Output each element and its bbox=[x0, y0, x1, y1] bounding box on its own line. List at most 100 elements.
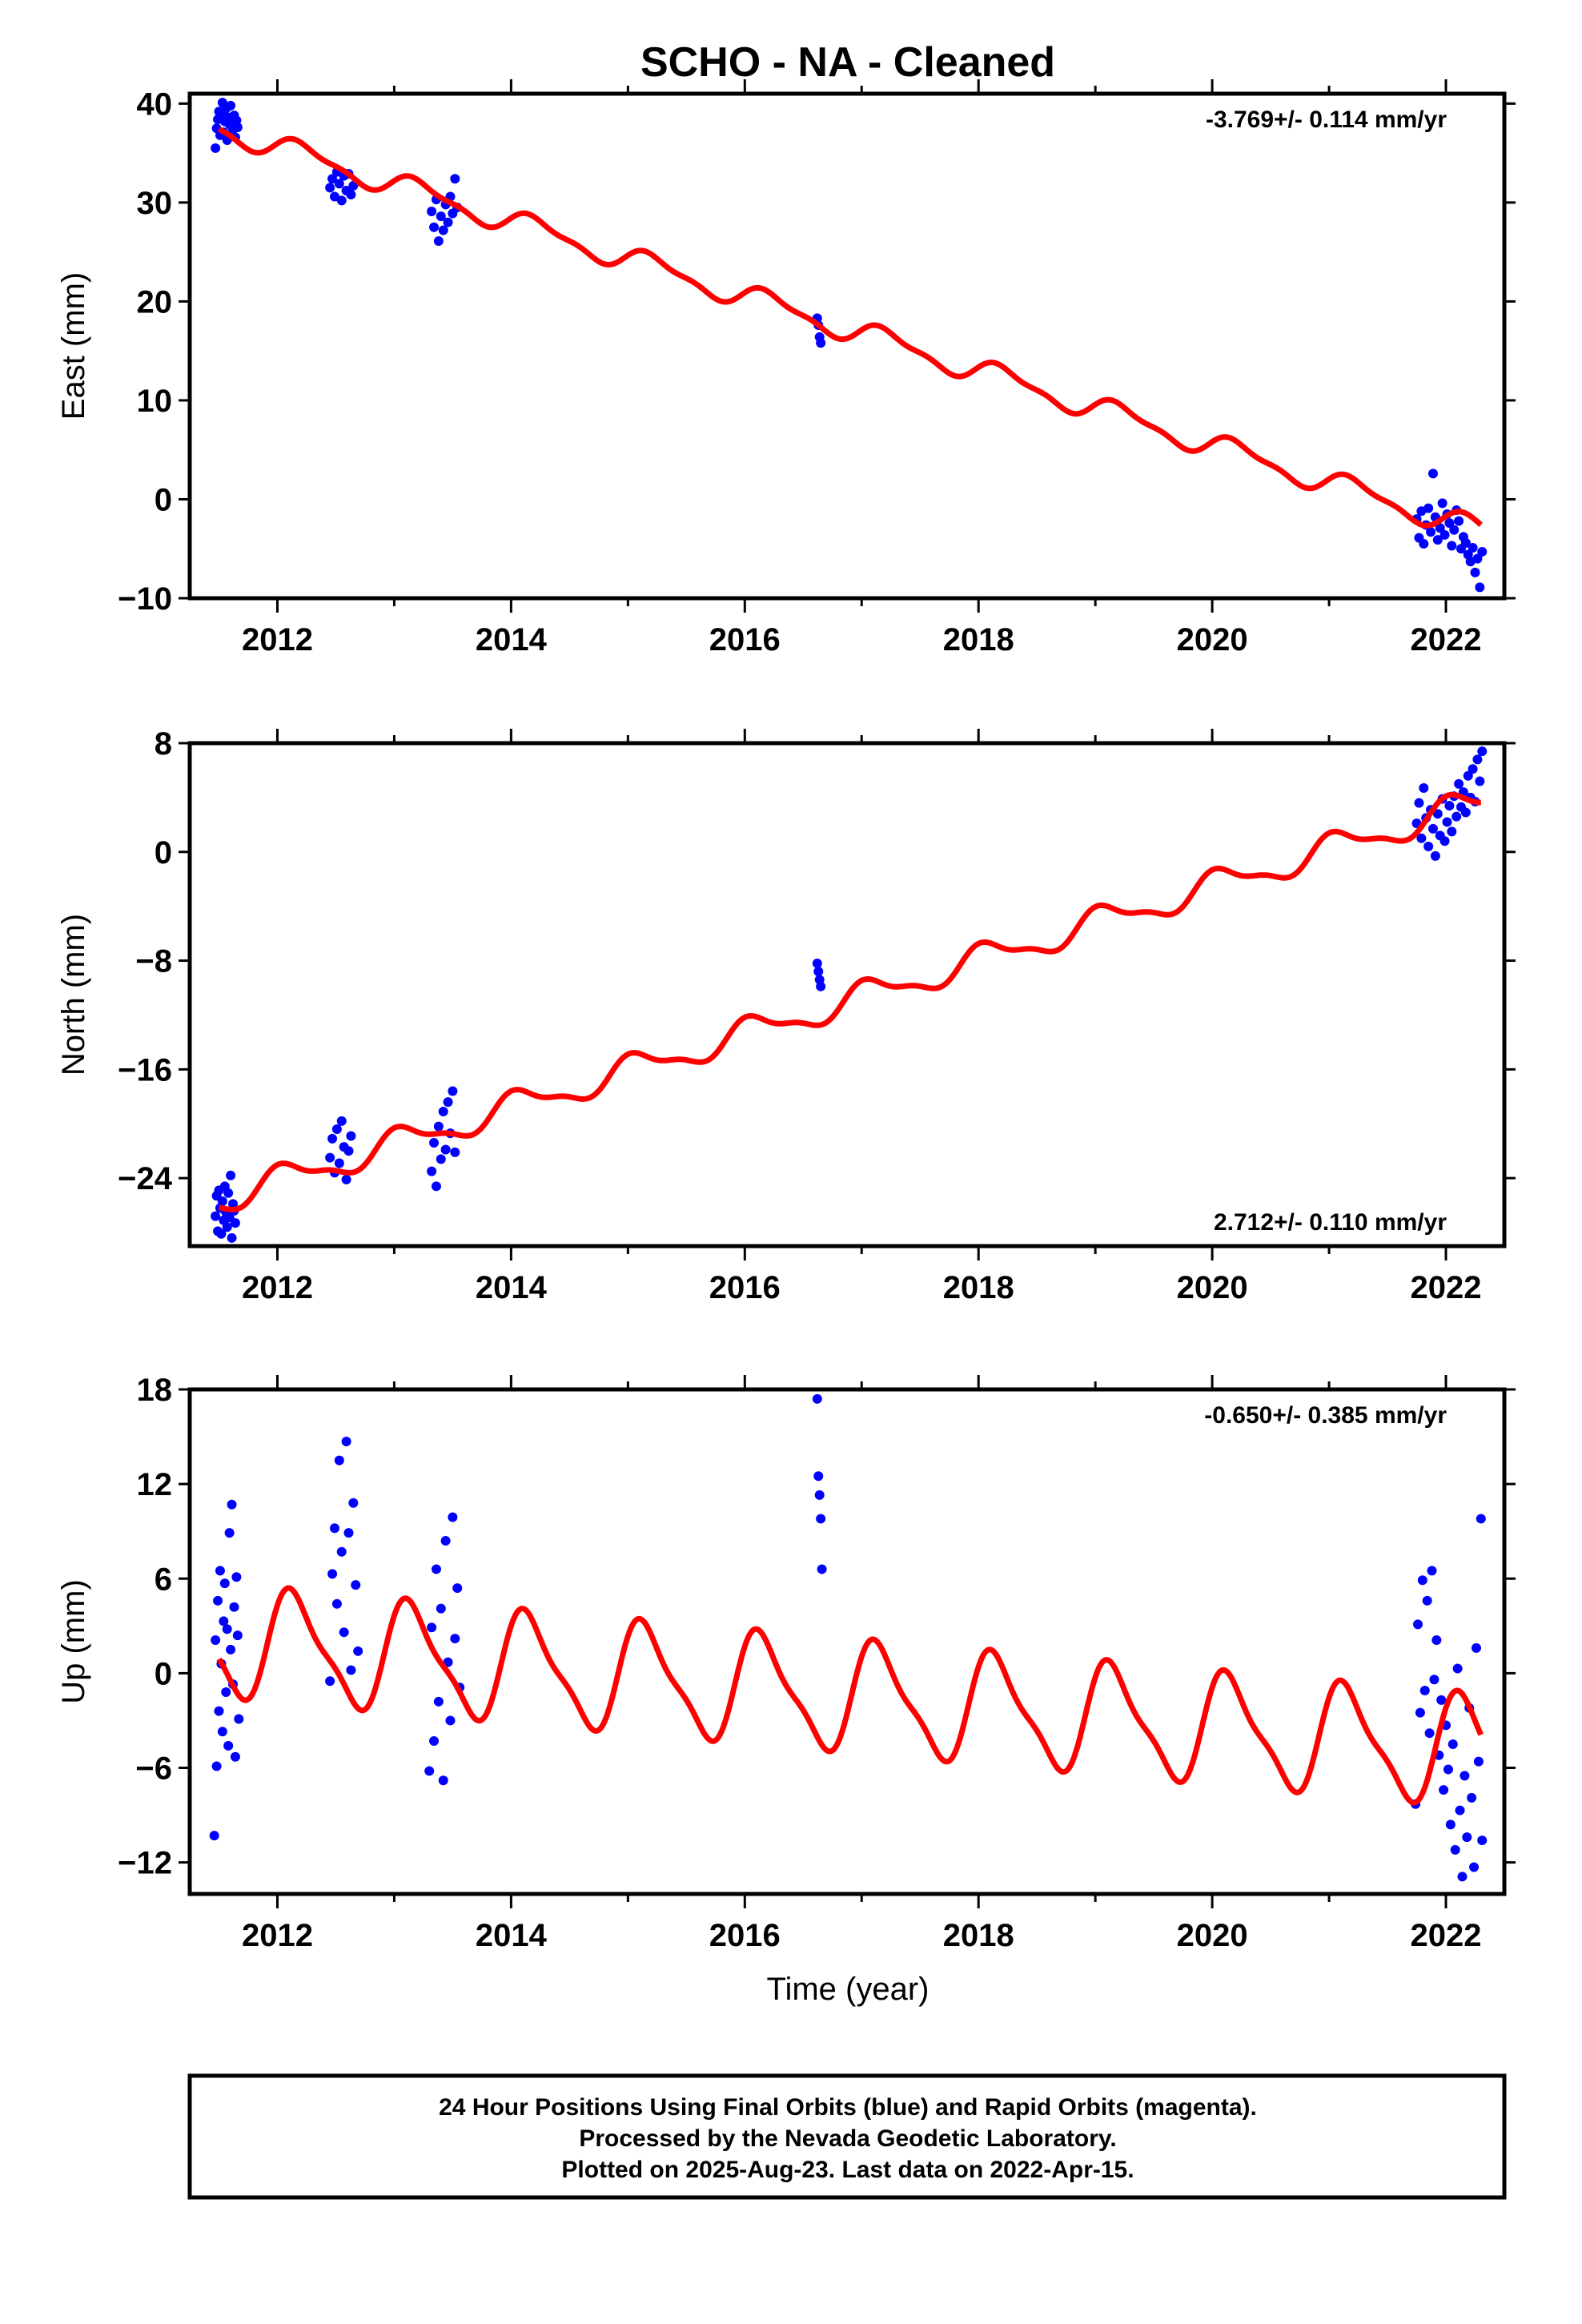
data-point bbox=[448, 1512, 458, 1522]
x-tick-label: 2012 bbox=[242, 1270, 313, 1305]
data-point bbox=[1429, 1675, 1439, 1685]
data-point bbox=[1469, 1862, 1480, 1872]
data-point bbox=[448, 1086, 458, 1096]
data-point bbox=[1423, 503, 1434, 513]
data-point bbox=[431, 1564, 441, 1574]
velocity-label: 2.712+/- 0.110 mm/yr bbox=[1214, 1209, 1447, 1236]
y-tick-label: 0 bbox=[155, 1656, 172, 1691]
data-point bbox=[450, 174, 460, 184]
y-tick-label: −16 bbox=[118, 1052, 172, 1088]
y-tick-label: 8 bbox=[155, 726, 172, 762]
data-point bbox=[227, 1232, 237, 1243]
data-point bbox=[216, 1228, 227, 1239]
data-point bbox=[436, 1154, 446, 1164]
data-point bbox=[334, 1455, 344, 1466]
data-point bbox=[1442, 817, 1452, 827]
data-point bbox=[353, 1646, 363, 1656]
data-point bbox=[234, 1714, 244, 1724]
y-axis-label: East (mm) bbox=[56, 272, 91, 420]
data-point bbox=[427, 1166, 437, 1176]
up-panel: 2012 2014 2016 2018 2020 2022 −12 −6 0 6 12 18 Up (m… bbox=[56, 1373, 1516, 1953]
data-point bbox=[431, 1181, 441, 1192]
data-point bbox=[226, 1170, 236, 1180]
y-tick-label: 12 bbox=[137, 1467, 173, 1502]
data-point bbox=[813, 967, 824, 977]
x-tick-label: 2014 bbox=[476, 1270, 548, 1305]
data-point bbox=[1427, 823, 1438, 834]
data-point bbox=[424, 1766, 435, 1776]
y-tick-label: −10 bbox=[118, 581, 172, 617]
data-point bbox=[221, 1687, 231, 1697]
data-point bbox=[1467, 1792, 1477, 1803]
model-fit-line bbox=[216, 1585, 1484, 1806]
data-point bbox=[1452, 1663, 1463, 1674]
data-point bbox=[1439, 836, 1450, 846]
data-point bbox=[351, 1580, 361, 1590]
data-point bbox=[213, 1595, 223, 1606]
y-axis-label: Up (mm) bbox=[56, 1579, 91, 1704]
data-point bbox=[1439, 1785, 1449, 1795]
data-point bbox=[445, 1715, 456, 1726]
data-point bbox=[341, 1436, 351, 1446]
data-point bbox=[211, 1211, 221, 1221]
data-point bbox=[812, 1393, 822, 1404]
data-point bbox=[1444, 801, 1455, 811]
velocity-label: -0.650+/- 0.385 mm/yr bbox=[1204, 1402, 1447, 1429]
data-point bbox=[1432, 809, 1443, 819]
data-point bbox=[433, 1696, 444, 1707]
data-point bbox=[1426, 527, 1436, 537]
data-point bbox=[438, 1775, 448, 1786]
data-point bbox=[429, 1138, 440, 1148]
data-point bbox=[450, 1634, 460, 1644]
data-point bbox=[215, 1566, 225, 1576]
data-point bbox=[346, 1131, 356, 1141]
east-panel: 2012 2014 2016 2018 2020 2022 −10 0 10 20 30 40 East… bbox=[56, 79, 1516, 657]
data-point bbox=[1455, 1805, 1465, 1815]
data-point bbox=[327, 1133, 338, 1144]
data-point bbox=[440, 1144, 451, 1155]
data-point bbox=[429, 1736, 440, 1747]
data-point bbox=[1454, 778, 1464, 789]
data-point bbox=[443, 217, 453, 227]
footer-line-2: Processed by the Nevada Geodetic Laborat… bbox=[579, 2125, 1116, 2152]
data-point bbox=[1432, 535, 1443, 545]
data-point bbox=[222, 1222, 232, 1232]
data-point bbox=[1422, 1595, 1432, 1606]
data-point bbox=[1430, 850, 1440, 861]
data-point bbox=[223, 1740, 234, 1751]
data-point bbox=[816, 981, 826, 991]
data-point bbox=[443, 1097, 453, 1108]
y-tick-label: 0 bbox=[155, 835, 172, 870]
data-point bbox=[1477, 1835, 1488, 1846]
x-axis-label: Time (year) bbox=[767, 1972, 930, 2007]
data-point bbox=[336, 1546, 347, 1557]
data-point bbox=[334, 179, 344, 189]
data-point bbox=[1417, 1575, 1427, 1586]
y-tick-label: −12 bbox=[118, 1846, 172, 1881]
data-point bbox=[343, 1528, 354, 1538]
data-point bbox=[1477, 546, 1488, 557]
data-point bbox=[1463, 770, 1473, 781]
x-tick-label: 2022 bbox=[1411, 1270, 1482, 1305]
data-point bbox=[1471, 1642, 1481, 1653]
data-point bbox=[329, 1523, 339, 1534]
data-point bbox=[214, 1706, 224, 1716]
x-tick-label: 2022 bbox=[1411, 1918, 1482, 1953]
data-point bbox=[812, 958, 822, 968]
data-point bbox=[813, 1471, 824, 1482]
data-point bbox=[226, 100, 236, 111]
data-point bbox=[232, 1630, 243, 1641]
x-tick-label: 2012 bbox=[242, 1918, 313, 1953]
data-point bbox=[1447, 541, 1457, 551]
x-tick-label: 2018 bbox=[943, 622, 1014, 657]
data-point bbox=[1439, 529, 1450, 540]
data-point bbox=[452, 1583, 463, 1594]
data-point bbox=[440, 1536, 451, 1546]
data-point bbox=[230, 1751, 240, 1762]
data-point bbox=[1437, 498, 1447, 509]
data-point bbox=[230, 1218, 240, 1228]
y-axis-label: North (mm) bbox=[56, 914, 91, 1076]
footer-line-3: Plotted on 2025-Aug-23. Last data on 202… bbox=[561, 2157, 1134, 2183]
data-point bbox=[226, 1644, 236, 1655]
data-point bbox=[336, 195, 347, 206]
